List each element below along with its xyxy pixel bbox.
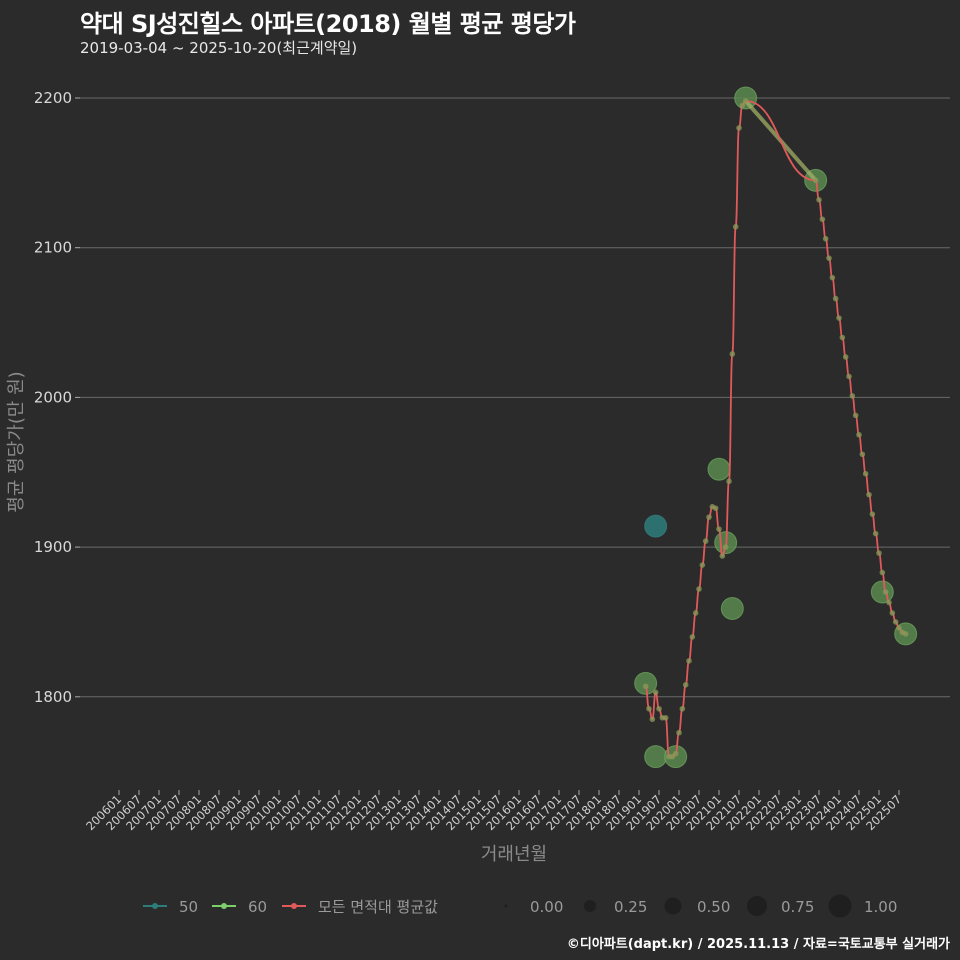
average-point	[826, 255, 832, 261]
average-line-series	[642, 98, 909, 760]
legend-size-label: 1.00	[864, 898, 897, 916]
average-line	[644, 100, 906, 758]
legend-size-key	[664, 897, 682, 915]
bubble-50	[644, 514, 668, 538]
bubble-60	[664, 745, 688, 769]
average-point	[652, 689, 659, 696]
average-point	[702, 538, 709, 544]
average-point	[852, 412, 859, 419]
average-point	[692, 610, 699, 616]
average-point	[892, 619, 899, 625]
legend-label: 50	[179, 898, 198, 916]
average-point	[872, 530, 879, 537]
average-point	[812, 177, 819, 184]
legend-key-dot	[221, 903, 227, 909]
average-point	[736, 125, 742, 131]
legend-size-key	[747, 896, 767, 916]
legend-size-key	[828, 894, 852, 918]
average-point	[706, 514, 712, 520]
average-point	[696, 586, 702, 592]
average-point	[879, 569, 886, 576]
average-point	[889, 610, 896, 616]
average-point	[646, 705, 652, 712]
average-point	[742, 98, 749, 104]
legend-size-label: 0.50	[697, 898, 730, 916]
bubble-60	[734, 86, 758, 110]
y-axis: 1800 1900 2000 2100 2200	[34, 89, 80, 706]
average-point	[722, 544, 729, 550]
bubble-60	[644, 745, 668, 769]
grid-lines	[80, 97, 950, 698]
y-tick-label: 1900	[34, 538, 72, 556]
bubble-series	[634, 86, 918, 769]
average-point	[859, 451, 866, 458]
average-point	[679, 705, 686, 712]
y-tick-label: 2100	[34, 239, 72, 257]
average-point	[882, 589, 889, 595]
legend-size-label: 0.75	[781, 898, 814, 916]
average-point	[656, 705, 662, 712]
average-point	[869, 511, 876, 517]
average-point	[836, 315, 842, 321]
bubble-60	[707, 457, 731, 481]
chart-title: 약대 SJ성진힐스 아파트(2018) 월별 평균 평당가	[80, 10, 576, 38]
x-axis: 2006012006072007012007072008012008072009…	[83, 790, 904, 833]
average-point	[842, 354, 849, 360]
average-point	[829, 274, 836, 281]
legend-size-label: 0.25	[614, 898, 647, 916]
average-point	[896, 625, 902, 631]
average-point	[856, 432, 862, 438]
y-tick-label: 2200	[34, 89, 72, 107]
average-point	[729, 351, 736, 357]
average-point	[739, 102, 746, 109]
legend-size-key	[584, 900, 596, 912]
average-point	[846, 373, 852, 380]
average-point	[862, 470, 869, 477]
average-point	[676, 729, 682, 736]
average-point	[642, 683, 649, 690]
average-point	[732, 223, 739, 230]
legend-key-dot	[152, 903, 158, 909]
legend-label: 모든 면적대 평균값	[318, 898, 438, 916]
chart-subtitle: 2019-03-04 ~ 2025-10-20(최근계약일)	[80, 39, 358, 57]
average-point	[686, 658, 692, 664]
footer-credit: ©디아파트(dapt.kr) / 2025.11.13 / 자료=국토교통부 실…	[566, 937, 950, 952]
average-point	[819, 216, 826, 223]
average-point	[832, 295, 839, 302]
average-point	[699, 562, 706, 568]
y-tick-label: 2000	[34, 388, 72, 406]
legend-label: 60	[248, 898, 267, 916]
average-point	[689, 634, 696, 640]
legend-size-key	[504, 904, 508, 908]
average-point	[649, 716, 656, 723]
average-point	[726, 478, 732, 485]
average-point	[816, 196, 822, 203]
bubble-60	[720, 596, 744, 620]
y-axis-title: 평균 평당가(만 원)	[6, 371, 27, 512]
average-point	[886, 599, 892, 606]
average-point	[719, 553, 726, 559]
bubble-60	[870, 580, 894, 604]
bubble-60	[634, 671, 658, 695]
average-point	[839, 334, 846, 341]
average-point	[822, 235, 829, 242]
average-point	[712, 505, 719, 511]
legend-key-dot	[291, 903, 297, 909]
legend: 50 60 모든 면적대 평균값 0.00 0.25 0.50 0.75 1.00	[143, 894, 897, 918]
average-point	[876, 550, 882, 556]
average-point	[662, 714, 669, 721]
average-point	[902, 631, 909, 637]
average-point	[849, 393, 856, 399]
average-point	[672, 750, 679, 757]
average-point	[716, 526, 722, 532]
x-axis-title: 거래년월	[481, 844, 547, 865]
legend-size-label: 0.00	[530, 898, 563, 916]
average-point	[682, 682, 689, 688]
average-point	[866, 491, 872, 498]
y-tick-label: 1800	[34, 688, 72, 706]
